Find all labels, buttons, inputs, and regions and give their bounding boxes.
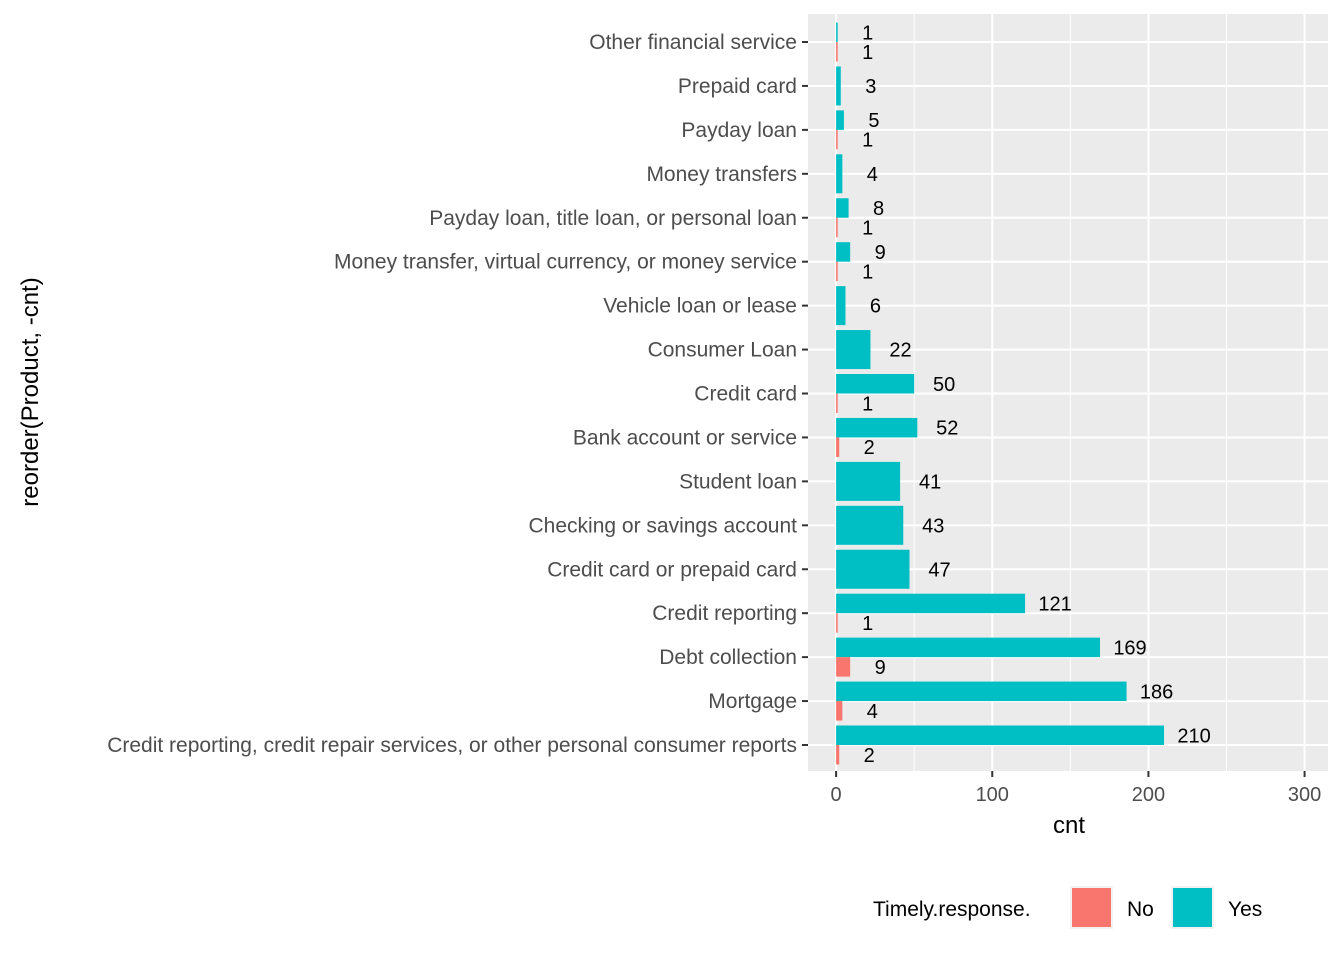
legend-title: Timely.response.: [873, 898, 1031, 921]
bar-no-payday-loan-title-loan-or-personal-loan: [836, 217, 838, 238]
data-label-yes-credit-reporting-credit-repair-services-or-other-personal-consumer-reports: 210: [1177, 725, 1210, 747]
bar-yes-debt-collection: [836, 637, 1101, 658]
y-axis-title: reorder(Product, -cnt): [17, 277, 44, 506]
y-tick-label-prepaid-card: Prepaid card: [678, 75, 797, 98]
y-tick-label-vehicle-loan-or-lease: Vehicle loan or lease: [603, 295, 797, 318]
data-label-no-debt-collection: 9: [875, 657, 886, 679]
bar-no-payday-loan: [836, 129, 838, 150]
y-tick-label-money-transfer-virtual-currency-or-money-service: Money transfer, virtual currency, or mon…: [334, 251, 797, 274]
data-label-yes-consumer-loan: 22: [889, 340, 911, 362]
y-axis: Other financial service Prepaid card Payda…: [107, 31, 808, 757]
data-label-yes-credit-card-or-prepaid-card: 47: [928, 559, 950, 581]
bar-yes-payday-loan: [836, 110, 844, 130]
data-label-no-mortgage: 4: [867, 701, 878, 723]
data-label-yes-money-transfers: 4: [867, 164, 878, 186]
data-label-yes-debt-collection: 169: [1113, 637, 1146, 659]
x-tick-label-300: 300: [1288, 784, 1321, 806]
x-axis: 0 100 200 300: [831, 771, 1321, 806]
x-tick-label-0: 0: [831, 784, 842, 806]
data-label-no-credit-card: 1: [862, 393, 873, 415]
y-tick-label-debt-collection: Debt collection: [659, 646, 797, 669]
data-label-yes-bank-account-or-service: 52: [936, 418, 958, 440]
bar-yes-credit-reporting: [836, 593, 1026, 614]
data-label-yes-credit-card: 50: [933, 374, 955, 396]
data-label-no-credit-reporting: 1: [862, 613, 873, 635]
bar-no-credit-reporting: [836, 613, 838, 633]
bar-no-mortgage: [836, 701, 843, 721]
bar-yes-student-loan: [836, 461, 901, 501]
y-tick-label-mortgage: Mortgage: [708, 690, 797, 713]
legend-label-yes: Yes: [1228, 898, 1262, 921]
data-label-yes-money-transfer-virtual-currency-or-money-service: 9: [875, 242, 886, 264]
y-tick-label-checking-or-savings-account: Checking or savings account: [529, 514, 798, 537]
bar-no-bank-account-or-service: [836, 437, 840, 457]
bar-yes-credit-card: [836, 374, 915, 394]
bar-yes-credit-card-or-prepaid-card: [836, 549, 910, 589]
x-tick-label-200: 200: [1132, 784, 1165, 806]
bars: [836, 22, 1165, 765]
y-tick-label-credit-card-or-prepaid-card: Credit card or prepaid card: [547, 558, 797, 581]
y-tick-label-credit-reporting-credit-repair-services-or-other-personal-consumer-reports: Credit reporting, credit repair services…: [107, 734, 797, 757]
data-label-yes-other-financial-service: 1: [862, 22, 873, 44]
data-label-yes-student-loan: 41: [919, 471, 941, 493]
legend-label-no: No: [1127, 898, 1154, 921]
data-label-no-payday-loan: 1: [862, 130, 873, 152]
y-tick-label-credit-card: Credit card: [694, 383, 797, 406]
data-label-yes-payday-loan: 5: [868, 110, 879, 132]
data-label-yes-credit-reporting: 121: [1038, 593, 1071, 615]
data-label-yes-prepaid-card: 3: [865, 76, 876, 98]
data-labels: 1135148191622501522414347121116991864210…: [862, 22, 1211, 767]
y-tick-label-payday-loan: Payday loan: [681, 119, 797, 142]
data-label-yes-payday-loan-title-loan-or-personal-loan: 8: [873, 198, 884, 220]
data-label-no-credit-reporting-credit-repair-services-or-other-personal-consumer-reports: 2: [864, 745, 875, 767]
bar-yes-bank-account-or-service: [836, 417, 918, 438]
data-label-yes-mortgage: 186: [1140, 681, 1173, 703]
y-tick-label-other-financial-service: Other financial service: [589, 31, 797, 54]
data-label-yes-checking-or-savings-account: 43: [922, 515, 944, 537]
y-tick-label-student-loan: Student loan: [679, 470, 797, 493]
y-tick-label-consumer-loan: Consumer Loan: [648, 339, 797, 362]
bar-yes-money-transfers: [836, 154, 843, 194]
data-label-yes-vehicle-loan-or-lease: 6: [870, 296, 881, 318]
bar-no-credit-reporting-credit-repair-services-or-other-personal-consumer-reports: [836, 745, 840, 765]
data-label-no-money-transfer-virtual-currency-or-money-service: 1: [862, 261, 873, 283]
bar-yes-mortgage: [836, 681, 1127, 702]
legend-swatch-yes: [1173, 888, 1212, 927]
data-label-no-payday-loan-title-loan-or-personal-loan: 1: [862, 218, 873, 240]
bar-yes-vehicle-loan-or-lease: [836, 286, 846, 326]
bar-yes-consumer-loan: [836, 330, 871, 370]
bar-yes-payday-loan-title-loan-or-personal-loan: [836, 198, 849, 218]
y-tick-label-payday-loan-title-loan-or-personal-loan: Payday loan, title loan, or personal loa…: [429, 207, 797, 230]
bar-yes-credit-reporting-credit-repair-services-or-other-personal-consumer-reports: [836, 725, 1165, 745]
y-tick-label-bank-account-or-service: Bank account or service: [573, 426, 797, 449]
bar-yes-prepaid-card: [836, 66, 841, 106]
data-label-no-other-financial-service: 1: [862, 42, 873, 64]
bar-yes-checking-or-savings-account: [836, 505, 904, 545]
legend-swatch-no: [1072, 888, 1111, 927]
legend: Timely.response. No Yes: [873, 886, 1262, 929]
y-tick-label-credit-reporting: Credit reporting: [652, 602, 797, 625]
bar-no-debt-collection: [836, 657, 851, 677]
bar-no-money-transfer-virtual-currency-or-money-service: [836, 261, 838, 282]
bar-no-other-financial-service: [836, 42, 838, 62]
bar-no-credit-card: [836, 393, 838, 413]
y-tick-label-money-transfers: Money transfers: [646, 163, 797, 186]
bar-yes-other-financial-service: [836, 22, 838, 42]
x-axis-title: cnt: [1053, 812, 1085, 839]
x-tick-label-100: 100: [976, 784, 1009, 806]
bar-yes-money-transfer-virtual-currency-or-money-service: [836, 242, 851, 262]
data-label-no-bank-account-or-service: 2: [864, 437, 875, 459]
